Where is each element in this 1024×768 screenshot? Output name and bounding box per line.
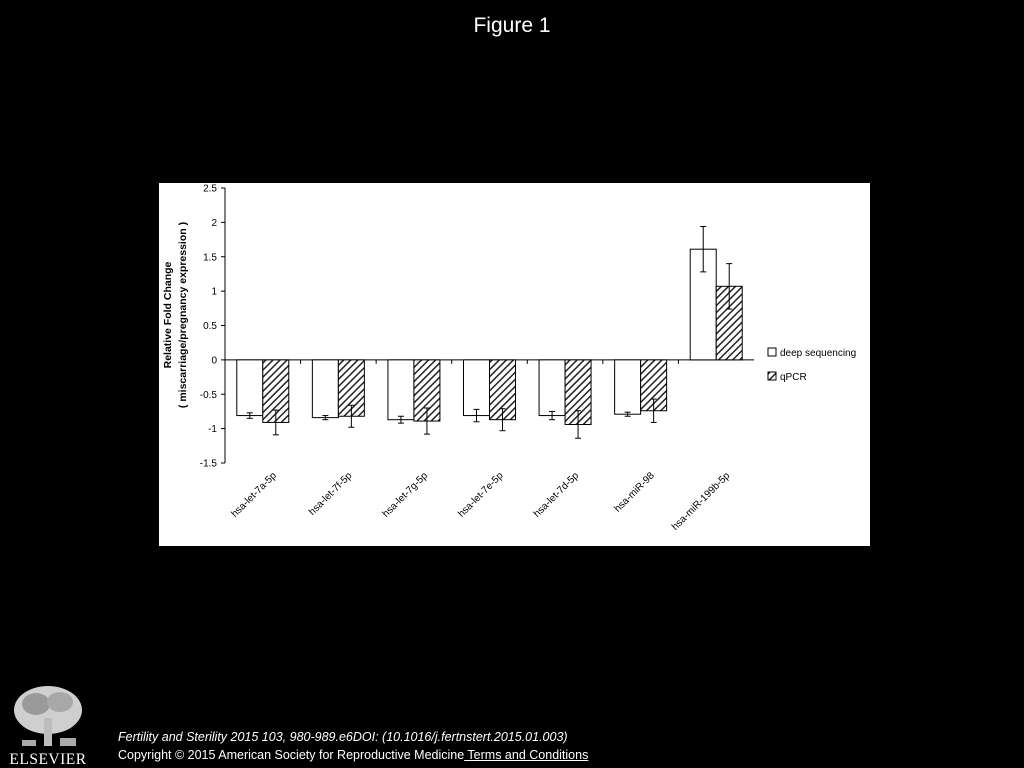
bar-deep-sequencing (311, 359, 339, 419)
legend-swatch-qpcr (767, 371, 777, 381)
bar-deep-sequencing (463, 359, 490, 417)
chart-panel: -1.5 -1 -0.5 0 0.5 1 1.5 2 2.5 hsa-let-7a-5p hsa-… (159, 183, 870, 546)
y-tick-label: -1 (208, 424, 217, 435)
elsevier-logo-text: ELSEVIER (9, 751, 86, 768)
y-axis: -1.5 -1 -0.5 0 0.5 1 1.5 2 2.5 (200, 184, 754, 470)
terms-and-conditions-link[interactable]: Terms and Conditions (464, 748, 589, 762)
x-tick-label: hsa-let-7e-5p (456, 470, 506, 520)
y-tick-label: -1.5 (200, 459, 218, 470)
bars-group (236, 248, 743, 425)
legend-label-deep-sequencing: deep sequencing (780, 348, 856, 359)
y-tick-label: 0.5 (203, 321, 217, 332)
bar-deep-sequencing (614, 359, 642, 415)
elsevier-logo: ELSEVIER (8, 680, 88, 768)
error-bars-group (246, 226, 733, 439)
bar-qpcr (489, 359, 516, 421)
x-tick-labels: hsa-let-7a-5p hsa-let-7f-5p hsa-let-7g-5p h… (229, 470, 732, 533)
x-tick-label: hsa-let-7f-5p (307, 470, 355, 518)
bar-deep-sequencing (538, 359, 566, 417)
x-tick-label: hsa-miR-98 (612, 470, 657, 515)
x-tick-label: hsa-let-7a-5p (229, 470, 279, 520)
copyright-text: Copyright © 2015 American Society for Re… (118, 748, 465, 762)
bar-chart: -1.5-1-0.500.511.522.5 hsa-let-7a-5p hsa-… (162, 184, 856, 533)
x-tick-label: hsa-let-7d-5p (532, 470, 582, 520)
y-tick-label: -0.5 (200, 390, 218, 401)
y-axis-label-line2: ( miscarriage/pregnancy expression ) (177, 222, 189, 408)
legend-swatch-deep-sequencing (767, 347, 777, 357)
x-tick-label: hsa-miR-199b-5p (670, 470, 733, 533)
slide-title: Figure 1 (473, 14, 551, 37)
legend: deep sequencing qPCR (767, 347, 856, 383)
x-tick-label: hsa-let-7g-5p (381, 470, 431, 520)
y-tick-label: 2.5 (203, 184, 217, 195)
y-tick-label: 1.5 (203, 252, 217, 263)
citation-text: Fertility and Sterility 2015 103, 980-98… (118, 730, 568, 744)
y-tick-label: 1 (211, 287, 217, 298)
y-tick-label: 0 (211, 355, 217, 366)
copyright-line: Copyright © 2015 American Society for Re… (118, 748, 588, 762)
bar-deep-sequencing (236, 359, 264, 417)
bar-deep-sequencing (387, 359, 415, 421)
y-axis-label-line1: Relative Fold Change (162, 261, 174, 368)
y-tick-label: 2 (211, 218, 217, 229)
legend-label-qpcr: qPCR (780, 372, 807, 383)
